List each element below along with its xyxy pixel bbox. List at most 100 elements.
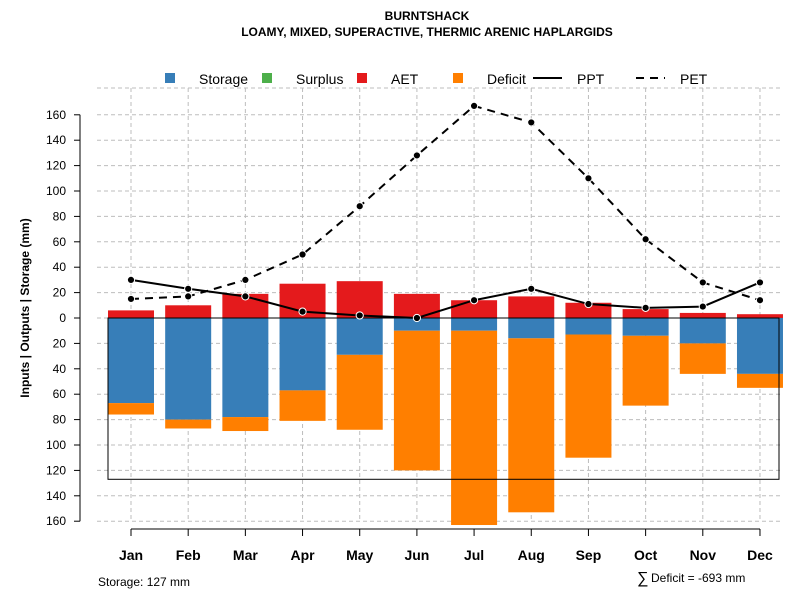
deficit-bar (279, 390, 326, 421)
y-tick-label: 120 (46, 463, 66, 477)
legend: Storage Surplus AET Deficit PPT PET (165, 71, 708, 87)
pet-point (584, 174, 593, 183)
ppt-point (355, 311, 364, 320)
ppt-point (641, 303, 650, 312)
legend-label: Deficit (487, 71, 526, 87)
deficit-bar (165, 419, 212, 429)
legend-label: PET (680, 71, 708, 87)
aet-bar (565, 302, 612, 318)
x-tick-label: Mar (233, 547, 258, 563)
x-tick-label: Jan (119, 547, 143, 563)
ppt-line (130, 278, 761, 320)
storage-bar (622, 318, 669, 336)
storage-bar (736, 318, 783, 374)
chart-title: BURNTSHACK (385, 9, 470, 23)
x-tick-label: Aug (518, 547, 545, 563)
storage-bar (508, 318, 555, 339)
bars (107, 281, 783, 526)
lines (126, 101, 765, 323)
ppt-point (698, 302, 707, 311)
legend-label: Storage (199, 71, 248, 87)
x-tick-label: Apr (290, 547, 315, 563)
sum-icon: ∑ (637, 570, 648, 587)
storage-bar (165, 318, 212, 420)
legend-label: AET (391, 71, 419, 87)
y-tick-label: 160 (46, 514, 66, 528)
y-tick-label: 80 (53, 413, 67, 427)
aet-bar (508, 296, 555, 318)
legend-swatch (453, 73, 463, 83)
x-tick-label: Jun (404, 547, 429, 563)
ppt-point (584, 299, 593, 309)
ppt-point (412, 313, 421, 323)
deficit-bar (393, 330, 440, 471)
y-tick-label: 40 (53, 362, 67, 376)
storage-bar (451, 318, 498, 331)
pet-point (755, 296, 765, 305)
storage-capacity-box (107, 317, 780, 480)
y-tick-label: 20 (53, 286, 67, 300)
aet-bar (165, 305, 212, 318)
y-axis-label: Inputs | Outputs | Storage (mm) (18, 218, 32, 397)
legend-label: Surplus (296, 71, 343, 87)
legend-swatch (357, 73, 367, 83)
deficit-bar (222, 417, 269, 432)
deficit-bar (336, 354, 383, 430)
y-tick-label: 140 (46, 133, 66, 147)
x-tick-label: Dec (747, 547, 773, 563)
storage-bar (279, 318, 326, 391)
pet-point (355, 202, 364, 211)
axes: 160 140 120 100 80 60 40 20 0 20 40 60 80 100 120 140 16… (46, 108, 773, 563)
y-tick-label: 160 (46, 108, 66, 122)
aet-bar (679, 312, 726, 318)
storage-bar (336, 318, 383, 355)
ppt-point (126, 275, 136, 284)
grid (97, 87, 783, 522)
deficit-bar (508, 338, 555, 513)
ppt-point (241, 292, 250, 301)
y-tick-label: 120 (46, 159, 66, 173)
y-tick-label: 80 (53, 209, 67, 223)
storage-bar (222, 318, 269, 418)
deficit-bar (108, 403, 154, 415)
storage-bar (108, 318, 154, 404)
storage-bar (565, 318, 612, 335)
pet-point (641, 235, 650, 244)
ppt-point (184, 284, 193, 293)
ppt-point (755, 278, 765, 287)
pet-point (126, 294, 136, 304)
deficit-bar (736, 373, 783, 388)
storage-bar (393, 318, 440, 331)
x-tick-label: Jul (464, 547, 484, 563)
deficit-bar (679, 343, 726, 374)
aet-bar (736, 314, 783, 318)
y-tick-label: 140 (46, 489, 66, 503)
ppt-point (298, 307, 307, 316)
storage-bar (679, 318, 726, 344)
pet-point (469, 101, 479, 111)
y-tick-label: 60 (53, 235, 67, 249)
deficit-bar (565, 334, 612, 458)
chart-subtitle: LOAMY, MIXED, SUPERACTIVE, THERMIC ARENI… (241, 25, 613, 39)
deficit-note: Deficit = -693 mm (651, 571, 745, 585)
y-tick-label: 40 (53, 260, 67, 274)
x-tick-label: Oct (634, 547, 658, 563)
aet-bar (108, 310, 154, 318)
aet-bar (622, 309, 669, 318)
pet-point (698, 278, 707, 287)
x-tick-label: May (346, 547, 373, 563)
x-tick-label: Nov (690, 547, 717, 563)
pet-point (527, 118, 536, 127)
y-tick-label: 0 (59, 311, 66, 325)
deficit-bar (622, 335, 669, 406)
pet-point (241, 275, 250, 284)
y-tick-label: 60 (53, 387, 67, 401)
deficit-bar (451, 330, 498, 526)
storage-note: Storage: 127 mm (98, 575, 190, 589)
pet-point (184, 292, 193, 301)
legend-swatch (262, 73, 272, 83)
ppt-point (527, 284, 536, 293)
y-tick-label: 20 (53, 336, 67, 350)
legend-label: PPT (577, 71, 605, 87)
